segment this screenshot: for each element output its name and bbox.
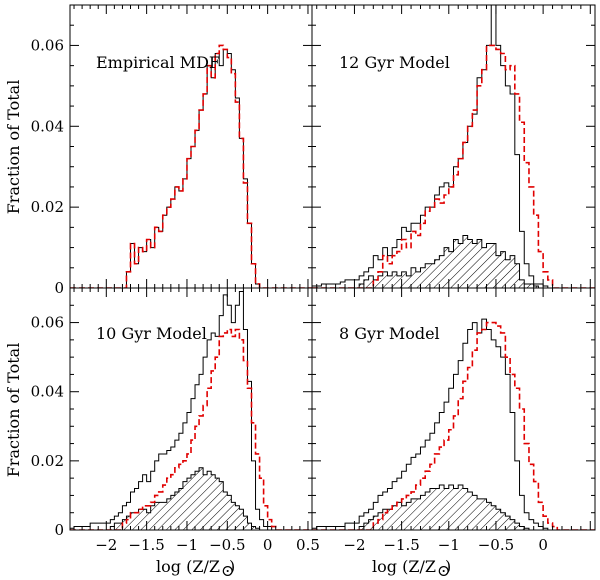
- panel-plot-area: [70, 290, 312, 530]
- x-tick-label: −2: [95, 536, 117, 554]
- y-tick-label: 0.06: [31, 314, 64, 332]
- y-tick-label: 0: [54, 279, 64, 297]
- x-axis-title-right-main: log (Z/Z: [372, 557, 436, 576]
- panel-3: 0 0.02 0.04 0.06 −2 −1.5 −1 −0.5 0 0.5 10 Gyr Mode…: [31, 287, 320, 554]
- y-tick-label: 0.04: [31, 383, 64, 401]
- x-tick-label: −1.5: [128, 536, 164, 554]
- y-tick-label: 0.02: [31, 198, 64, 216]
- y-tick-label: 0.06: [31, 36, 64, 54]
- x-axis-title-left-close: ): [229, 557, 235, 576]
- y-tick-label: 0.04: [31, 117, 64, 135]
- panel-plot-area: [312, 318, 595, 530]
- solid-histogram-empirical: [70, 48, 312, 288]
- x-tick-label: 0: [538, 536, 548, 554]
- panel-4: −2 −1.5 −1 −0.5 0 8 Gyr Model: [311, 287, 596, 554]
- panel-label: 12 Gyr Model: [339, 53, 450, 72]
- panel-label: 10 Gyr Model: [96, 324, 207, 343]
- y-tick-label: 0: [54, 521, 64, 539]
- y-axis-title-bottom: Fraction of Total: [4, 343, 23, 478]
- x-tick-label: 0.5: [296, 536, 320, 554]
- solid-histogram-model-total: [70, 290, 312, 530]
- solid-histogram-model-total: [312, 318, 595, 530]
- dashed-histogram-empirical: [70, 328, 312, 530]
- dashed-histogram-empirical: [312, 321, 595, 530]
- y-axis-title-top: Fraction of Total: [4, 80, 23, 215]
- x-tick-label: −1: [438, 536, 460, 554]
- x-axis-title-right-sub: ⊙: [437, 561, 450, 580]
- x-tick-label: 0: [263, 536, 273, 554]
- panel-label: 8 Gyr Model: [339, 324, 440, 343]
- x-tick-label: −1: [176, 536, 198, 554]
- dashed-histogram-empirical: [312, 44, 595, 288]
- x-axis-title-left-sub: ⊙: [221, 561, 234, 580]
- y-tick-label: 0.02: [31, 452, 64, 470]
- panel-1: 0 0.02 0.04 0.06 Empirical MDF: [31, 4, 313, 297]
- x-tick-label: −1.5: [383, 536, 419, 554]
- hatched-histogram-metal-poor-component: [70, 467, 312, 530]
- x-tick-label: −0.5: [209, 536, 245, 554]
- x-axis-title-right-close: ): [445, 557, 451, 576]
- panel-plot-area: [312, 5, 595, 288]
- x-tick-label: −0.5: [478, 536, 514, 554]
- x-tick-label: −2: [343, 536, 365, 554]
- panel-2: 12 Gyr Model: [311, 4, 596, 289]
- panel-label: Empirical MDF: [96, 53, 220, 72]
- dashed-histogram-model: [70, 44, 312, 288]
- panel-plot-area: [70, 44, 312, 288]
- hatched-histogram-metal-poor-component: [312, 234, 595, 288]
- x-axis-title-left-main: log (Z/Z: [156, 557, 220, 576]
